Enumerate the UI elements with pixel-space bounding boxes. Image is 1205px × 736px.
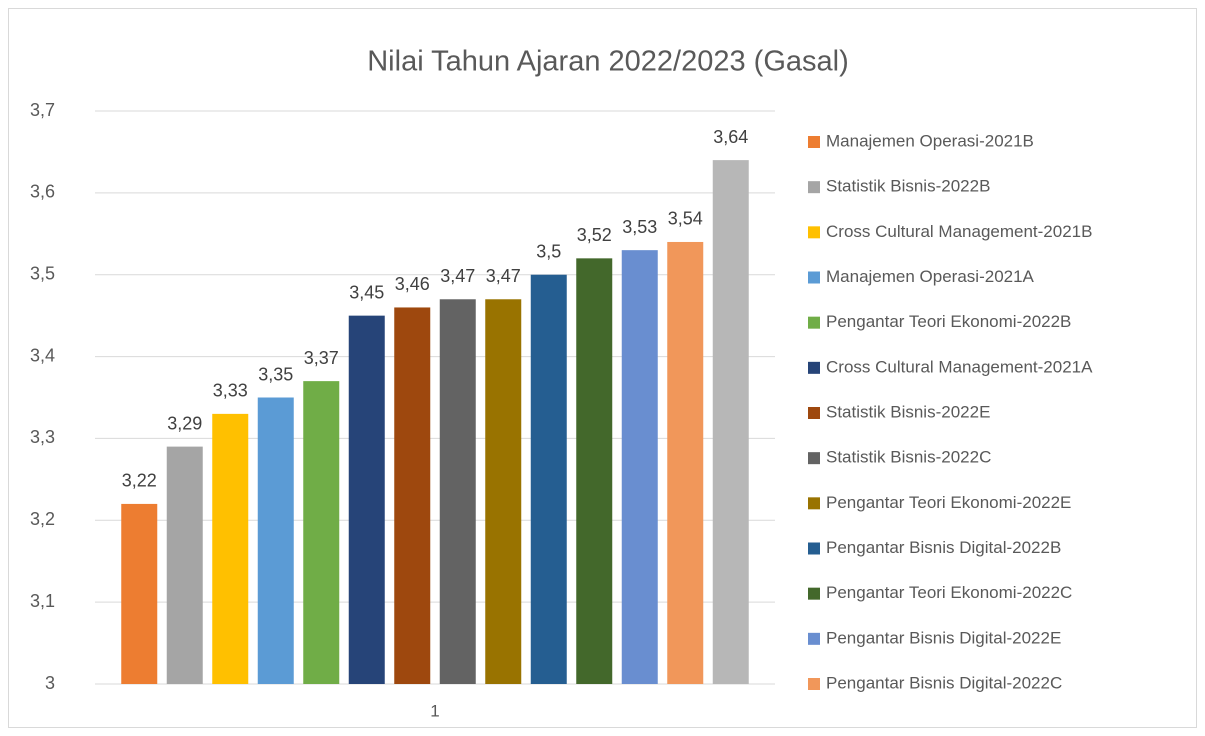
legend-label: Cross Cultural Management-2021B bbox=[826, 222, 1092, 241]
legend-swatch bbox=[808, 181, 820, 194]
legend-swatch bbox=[808, 316, 820, 329]
legend-label: Pengantar Teori Ekonomi-2022B bbox=[826, 312, 1071, 331]
value-label: 3,33 bbox=[213, 381, 248, 401]
y-tick-label: 3,6 bbox=[30, 182, 55, 202]
bar bbox=[712, 160, 749, 685]
legend-swatch bbox=[808, 542, 820, 555]
value-label: 3,64 bbox=[713, 127, 748, 147]
legend-swatch bbox=[808, 452, 820, 465]
y-tick-label: 3 bbox=[45, 673, 55, 693]
y-tick-label: 3,4 bbox=[30, 345, 55, 365]
bar bbox=[439, 299, 476, 684]
x-tick-label: 1 bbox=[430, 701, 439, 720]
legend-swatch bbox=[808, 632, 820, 645]
y-tick-label: 3,3 bbox=[30, 427, 55, 447]
bar bbox=[166, 446, 203, 684]
bar bbox=[121, 503, 158, 684]
bar bbox=[530, 274, 567, 684]
value-label: 3,45 bbox=[349, 282, 384, 302]
y-tick-label: 3,2 bbox=[30, 509, 55, 529]
bar bbox=[257, 397, 294, 684]
value-label: 3,5 bbox=[536, 241, 561, 261]
bar bbox=[621, 250, 658, 684]
legend-label: Pengantar Teori Ekonomi-2022E bbox=[826, 493, 1071, 512]
value-label: 3,53 bbox=[622, 217, 657, 237]
legend-swatch bbox=[808, 226, 820, 239]
value-label: 3,46 bbox=[395, 274, 430, 294]
legend-label: Cross Cultural Management-2021A bbox=[826, 357, 1093, 376]
bar bbox=[212, 413, 249, 684]
value-label: 3,54 bbox=[668, 209, 703, 229]
legend-label: Statistik Bisnis-2022C bbox=[826, 448, 991, 467]
value-label: 3,22 bbox=[122, 471, 157, 491]
y-tick-label: 3,5 bbox=[30, 263, 55, 283]
value-label: 3,47 bbox=[440, 266, 475, 286]
legend-swatch bbox=[808, 136, 820, 148]
legend-swatch bbox=[808, 678, 820, 690]
value-label: 3,35 bbox=[258, 364, 293, 384]
legend-label: Pengantar Bisnis Digital-2022B bbox=[826, 538, 1061, 557]
legend-label: Manajemen Operasi-2021A bbox=[826, 267, 1035, 286]
legend-label: Statistik Bisnis-2022E bbox=[826, 402, 990, 421]
bar bbox=[576, 258, 613, 684]
y-tick-label: 3,1 bbox=[30, 591, 55, 611]
legend-label: Pengantar Bisnis Digital-2022E bbox=[826, 628, 1061, 647]
value-label: 3,52 bbox=[577, 225, 612, 245]
legend-swatch bbox=[808, 271, 820, 284]
bar bbox=[394, 307, 431, 684]
chart-title: Nilai Tahun Ajaran 2022/2023 (Gasal) bbox=[367, 46, 849, 78]
legend-label: Manajemen Operasi-2021B bbox=[826, 131, 1034, 150]
legend-swatch bbox=[808, 361, 820, 374]
legend-swatch bbox=[808, 587, 820, 600]
value-label: 3,29 bbox=[167, 413, 202, 433]
legend-swatch bbox=[808, 407, 820, 419]
bar bbox=[667, 241, 704, 684]
value-label: 3,37 bbox=[304, 348, 339, 368]
bar bbox=[485, 299, 522, 684]
y-tick-label: 3,7 bbox=[30, 100, 55, 120]
legend-label: Statistik Bisnis-2022B bbox=[826, 177, 990, 196]
legend-label: Pengantar Bisnis Digital-2022C bbox=[826, 673, 1062, 692]
bar bbox=[303, 381, 340, 684]
legend-label: Pengantar Teori Ekonomi-2022C bbox=[826, 583, 1072, 602]
bar bbox=[348, 315, 385, 684]
value-label: 3,47 bbox=[486, 266, 521, 286]
legend-swatch bbox=[808, 497, 820, 510]
